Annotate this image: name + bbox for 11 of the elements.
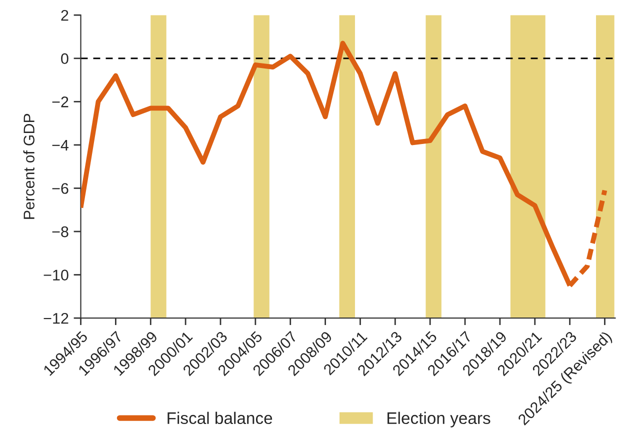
y-tick-label: −10 [44, 270, 68, 280]
y-tick-label: −12 [44, 312, 68, 324]
legend-label: Fiscal balance [168, 412, 272, 424]
y-tick-label: −8 [52, 226, 68, 238]
y-tick-label: −4 [52, 140, 69, 150]
y-axis-title: Percent of GDP [23, 114, 34, 219]
y-tick-label: −2 [52, 96, 68, 108]
y-tick-label: 0 [61, 53, 68, 64]
text: Election years [388, 412, 490, 428]
y-tick-label: 2 [61, 10, 68, 21]
y-tick-label: −6 [52, 183, 68, 194]
